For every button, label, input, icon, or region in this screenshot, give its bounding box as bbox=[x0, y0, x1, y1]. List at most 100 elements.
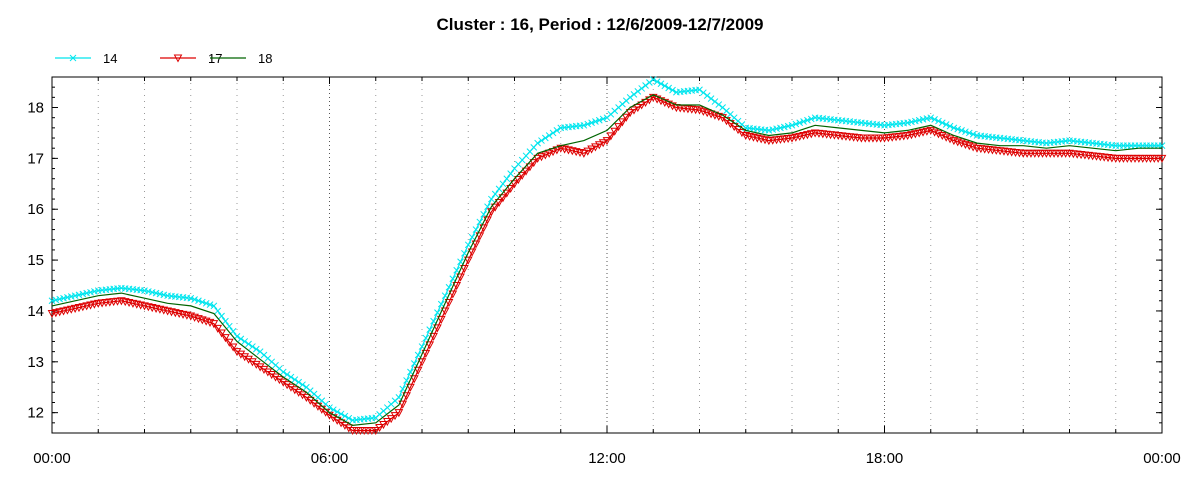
data-point bbox=[371, 426, 381, 436]
data-point bbox=[642, 82, 649, 89]
legend-label: 18 bbox=[258, 51, 272, 66]
data-point bbox=[700, 89, 707, 97]
data-point bbox=[895, 132, 905, 141]
data-point bbox=[236, 350, 246, 359]
data-point-stroke bbox=[414, 351, 422, 359]
data-point bbox=[579, 149, 589, 158]
data-point-stroke bbox=[946, 122, 954, 130]
data-point bbox=[772, 136, 781, 145]
data-point-stroke bbox=[954, 125, 962, 133]
data-point bbox=[626, 93, 634, 101]
data-point-stroke bbox=[141, 287, 148, 294]
data-point bbox=[222, 317, 229, 325]
data-point bbox=[202, 299, 210, 307]
data-point bbox=[764, 137, 774, 146]
data-point-stroke bbox=[800, 118, 807, 125]
data-point-stroke bbox=[310, 390, 318, 398]
data-point bbox=[583, 147, 593, 156]
data-point bbox=[340, 421, 350, 430]
data-point bbox=[588, 119, 595, 127]
data-point-stroke bbox=[202, 299, 210, 307]
data-point bbox=[553, 127, 561, 134]
data-point-stroke bbox=[788, 121, 796, 129]
data-point-stroke bbox=[962, 128, 969, 136]
data-point-stroke bbox=[626, 93, 634, 101]
data-point bbox=[298, 391, 307, 400]
chart-title: Cluster : 16, Period : 12/6/2009-12/7/20… bbox=[437, 15, 764, 34]
data-point bbox=[74, 304, 84, 313]
data-point bbox=[633, 104, 643, 113]
data-point bbox=[899, 132, 909, 141]
data-point-stroke bbox=[599, 115, 607, 123]
data-point bbox=[661, 82, 669, 90]
data-point-stroke bbox=[341, 412, 349, 420]
data-point bbox=[198, 298, 206, 306]
x-tick-label: 18:00 bbox=[866, 450, 904, 467]
data-point-stroke bbox=[661, 82, 669, 90]
data-point bbox=[792, 120, 800, 128]
data-point bbox=[259, 365, 269, 374]
data-point bbox=[488, 195, 495, 203]
data-point bbox=[299, 381, 306, 389]
data-point bbox=[931, 116, 938, 123]
data-point bbox=[533, 154, 542, 163]
data-point-stroke bbox=[156, 290, 164, 298]
data-point-stroke bbox=[726, 110, 734, 118]
data-point-stroke bbox=[222, 317, 229, 325]
data-point bbox=[456, 273, 465, 282]
data-point-stroke bbox=[723, 107, 730, 115]
data-point bbox=[440, 307, 450, 316]
data-point bbox=[587, 145, 596, 154]
data-point bbox=[887, 133, 897, 142]
data-point-stroke bbox=[468, 233, 476, 241]
data-point bbox=[402, 392, 411, 401]
data-point bbox=[282, 381, 292, 390]
data-point-stroke bbox=[476, 218, 484, 226]
data-point-stroke bbox=[711, 98, 719, 105]
data-point-stroke bbox=[318, 397, 326, 405]
data-point bbox=[294, 388, 304, 397]
data-point-stroke bbox=[229, 327, 237, 335]
data-point-stroke bbox=[395, 394, 403, 401]
data-point-stroke bbox=[584, 120, 592, 128]
data-point bbox=[390, 412, 400, 421]
data-point bbox=[394, 409, 404, 418]
data-point-stroke bbox=[503, 175, 511, 183]
data-point bbox=[382, 418, 392, 427]
data-point bbox=[544, 149, 554, 158]
data-point bbox=[787, 134, 797, 143]
data-point bbox=[267, 371, 277, 380]
data-point bbox=[800, 118, 807, 125]
data-point bbox=[93, 299, 103, 308]
data-point bbox=[592, 118, 599, 125]
data-point bbox=[935, 117, 942, 125]
data-point bbox=[495, 185, 503, 193]
legend-item-18: 18 bbox=[210, 51, 272, 66]
data-point bbox=[263, 368, 273, 377]
data-point bbox=[436, 315, 446, 324]
data-point-stroke bbox=[279, 368, 287, 376]
data-point-stroke bbox=[218, 312, 225, 320]
data-point bbox=[330, 406, 337, 414]
data-point bbox=[444, 298, 454, 308]
data-point bbox=[637, 101, 647, 110]
data-point bbox=[479, 224, 489, 233]
data-point-stroke bbox=[495, 185, 503, 193]
data-point bbox=[55, 308, 65, 317]
data-point bbox=[63, 306, 72, 315]
data-point bbox=[918, 128, 928, 137]
data-point bbox=[707, 95, 715, 102]
data-point-stroke bbox=[407, 368, 414, 376]
data-point bbox=[806, 130, 816, 139]
data-point bbox=[275, 376, 284, 385]
series-18 bbox=[51, 94, 1162, 427]
series-line-17 bbox=[51, 96, 1162, 432]
data-point bbox=[228, 343, 238, 352]
data-point bbox=[795, 132, 805, 141]
data-point-stroke bbox=[472, 226, 480, 233]
legend-item-14: 14 bbox=[55, 51, 117, 66]
data-point bbox=[249, 343, 256, 350]
data-point bbox=[491, 190, 499, 198]
data-point bbox=[218, 312, 225, 320]
data-point bbox=[630, 91, 638, 98]
